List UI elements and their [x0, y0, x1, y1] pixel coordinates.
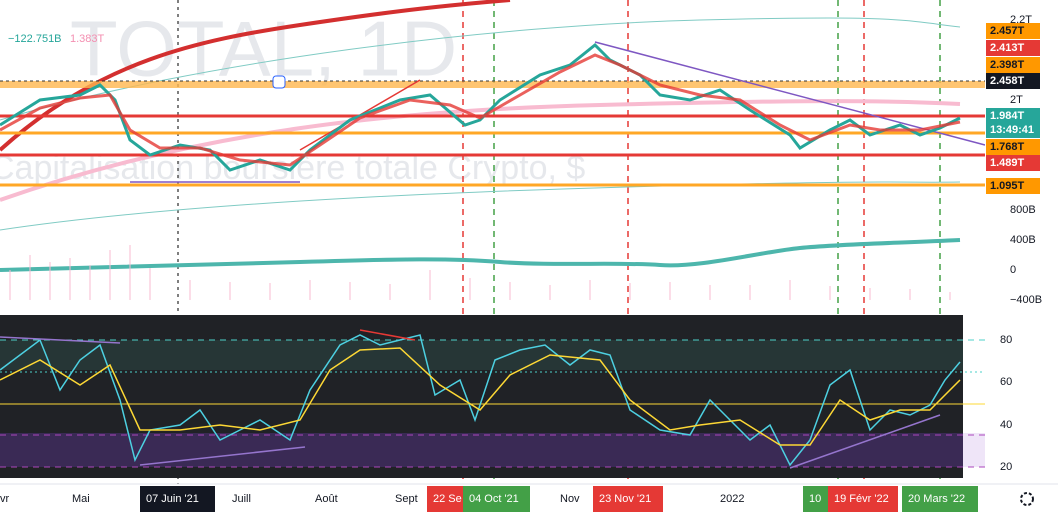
time-marker-label: 07 Juin '21: [146, 493, 199, 505]
time-marker: [140, 486, 215, 512]
price-badge: [986, 139, 1040, 155]
price-ma: [0, 53, 961, 167]
rsi-ma: [0, 347, 961, 446]
band-lower: [0, 181, 961, 231]
price-badge-label: 1.984T: [990, 110, 1025, 122]
price-badge: [986, 57, 1040, 73]
time-label: Sept: [395, 493, 418, 505]
price-tick-label: 400B: [1010, 234, 1036, 246]
time-label: 2022: [720, 493, 744, 505]
price-tick-label: 800B: [1010, 204, 1036, 216]
time-marker-label: 19 Févr '22: [834, 493, 889, 505]
band-upper: [0, 17, 961, 121]
rsi-tick-label: 60: [1000, 376, 1012, 388]
level-orange-top: [0, 81, 985, 88]
price-badge: [986, 23, 1040, 39]
rsi-oversold-band: [0, 433, 963, 467]
time-marker-label: 04 Oct '21: [469, 493, 519, 505]
price-badge-label: 2.398T: [990, 59, 1025, 71]
time-label: Nov: [560, 493, 580, 505]
volume-bars: [9, 245, 951, 300]
price-badge: [986, 40, 1040, 56]
price-tick-label: 2T: [1010, 94, 1023, 106]
time-marker: [593, 486, 663, 512]
time-label: Mai: [72, 493, 90, 505]
price-badge: [986, 73, 1040, 89]
time-marker-label: 20 Mars '22: [908, 493, 965, 505]
time-label: Août: [315, 493, 338, 505]
volume-ma: [0, 238, 961, 272]
time-marker: [803, 486, 828, 512]
time-marker: [902, 486, 978, 512]
price-badge-label: 1.095T: [990, 180, 1025, 192]
price-tick-label: 0: [1010, 264, 1016, 276]
price-badge: [986, 108, 1040, 124]
price-badge: [986, 122, 1040, 138]
price-badge-label: 1.489T: [990, 157, 1025, 169]
trendline[interactable]: [359, 329, 416, 341]
rsi-overbought-band: [0, 340, 963, 370]
price-badge: [986, 178, 1040, 194]
trendline[interactable]: [0, 336, 121, 344]
time-label: Juill: [232, 493, 251, 505]
time-marker-label: 10: [809, 493, 821, 505]
ma-long: [0, 0, 511, 152]
price-badge-label: 13:49:41: [990, 124, 1034, 136]
volume-value: −122.751B: [8, 33, 62, 45]
price-badge-label: 1.768T: [990, 141, 1025, 153]
trendline[interactable]: [139, 446, 306, 466]
trendline[interactable]: [594, 41, 986, 146]
time-label: vr: [0, 493, 10, 505]
watermark-symbol: TOTAL, 1D: [70, 5, 457, 93]
price-badge: [986, 155, 1040, 171]
price-badge-label: 2.458T: [990, 75, 1025, 87]
crosshair-handle[interactable]: [272, 75, 286, 89]
time-marker: [463, 486, 530, 512]
volume-ma-value: 1.383T: [70, 33, 105, 45]
rsi-band-edge: [963, 433, 985, 467]
time-marker-label: 23 Nov '21: [599, 493, 651, 505]
rsi-line: [0, 334, 961, 467]
price-tick-label: 2.2T: [1010, 14, 1032, 26]
time-marker: [828, 486, 898, 512]
rsi-tick-label: 20: [1000, 461, 1012, 473]
ma-pink: [0, 99, 961, 202]
price-badge-label: 2.413T: [990, 42, 1025, 54]
time-marker-label: 22 Se: [433, 493, 462, 505]
price-badge-label: 2.457T: [990, 25, 1025, 37]
price-candles: [0, 42, 961, 172]
rsi-tick-label: 80: [1000, 334, 1012, 346]
time-marker: [427, 486, 463, 512]
rsi-tick-label: 40: [1000, 419, 1012, 431]
trendline[interactable]: [789, 414, 941, 469]
settings-gear[interactable]: [1020, 492, 1034, 506]
price-tick-label: −400B: [1010, 294, 1042, 306]
